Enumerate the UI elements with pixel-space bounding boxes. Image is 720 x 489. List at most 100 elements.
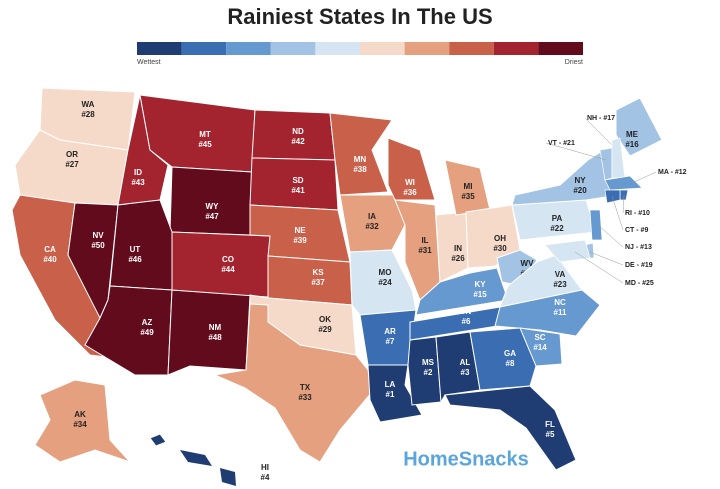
state-abbr: WA (82, 100, 95, 109)
state-abbr: NV (92, 231, 104, 240)
state-rank: #7 (386, 337, 395, 346)
small-state-label: MA - #12 (658, 169, 687, 176)
state (339, 194, 406, 253)
state-abbr: MN (354, 155, 367, 164)
small-state-label: MD - #25 (625, 280, 654, 287)
state-island (180, 450, 212, 466)
state-abbr: IN (454, 244, 462, 253)
leader-line (589, 251, 624, 266)
state-abbr: ID (134, 168, 142, 177)
legend-swatch (315, 42, 360, 55)
state-abbr: UT (130, 245, 141, 254)
state-rank: #38 (353, 165, 367, 174)
state (604, 189, 621, 204)
state (169, 166, 253, 236)
state-abbr: HI (261, 463, 269, 472)
state-rank: #3 (461, 368, 470, 377)
state-abbr: AR (384, 327, 396, 336)
legend-swatch (137, 42, 182, 55)
state (615, 97, 663, 157)
state (469, 327, 537, 391)
small-state-label: VT - #21 (548, 140, 575, 147)
state (34, 379, 131, 463)
state-abbr: MI (464, 182, 473, 191)
state-abbr: PA (552, 214, 563, 223)
state-rank: #14 (533, 343, 547, 352)
legend-swatch (360, 42, 405, 55)
state-abbr: MO (379, 268, 392, 277)
small-state-label: NJ - #13 (625, 244, 652, 251)
state-abbr: CA (44, 245, 56, 254)
legend-swatch (226, 42, 271, 55)
state-rank: #50 (91, 241, 105, 250)
state-rank: #27 (65, 160, 79, 169)
state-abbr: OH (494, 234, 506, 243)
state-abbr: CO (222, 255, 234, 264)
state-abbr: LA (385, 380, 396, 389)
state (149, 433, 167, 447)
state (435, 331, 481, 404)
state-island (220, 468, 236, 486)
state-rank: #34 (73, 420, 87, 429)
state-rank: #36 (403, 188, 417, 197)
state-abbr: ME (626, 130, 639, 139)
leader-line (545, 142, 607, 161)
legend-swatch (493, 42, 539, 55)
state-rank: #47 (205, 212, 219, 221)
small-state-label: CT - #9 (625, 227, 648, 234)
state-rank: #26 (451, 254, 465, 263)
state-rank: #44 (221, 265, 235, 274)
state-rank: #2 (424, 368, 433, 377)
state (435, 211, 469, 283)
state-abbr: TX (300, 383, 311, 392)
leader-line (597, 224, 624, 248)
state-abbr: NE (294, 226, 306, 235)
state-abbr: NC (554, 298, 566, 307)
state-abbr: MS (422, 358, 435, 367)
state-rank: #41 (291, 186, 305, 195)
state-abbr: NY (574, 176, 586, 185)
legend-swatch (404, 42, 450, 55)
state-abbr: IL (421, 236, 428, 245)
state (267, 255, 353, 306)
legend-high-label: Driest (565, 59, 583, 66)
state-abbr: TN (461, 307, 472, 316)
state (109, 199, 173, 291)
state-rank: #24 (378, 278, 392, 287)
state-abbr: GA (504, 349, 516, 358)
state (444, 385, 577, 471)
state-rank: #22 (550, 224, 564, 233)
state-rank: #23 (553, 280, 567, 289)
state-abbr: IA (368, 212, 376, 221)
legend-swatch (181, 42, 227, 55)
legend-swatch (449, 42, 494, 55)
small-state-label: DE - #19 (625, 262, 653, 269)
state-rank: #40 (43, 255, 57, 264)
state-rank: #4 (261, 473, 270, 482)
state-abbr: WV (521, 259, 535, 268)
state-abbr: KY (474, 280, 486, 289)
state-rank: #32 (365, 222, 379, 231)
state (604, 175, 643, 191)
small-state-label: NH - #17 (587, 115, 615, 122)
state-abbr: AK (74, 410, 86, 419)
state (407, 336, 442, 406)
state (387, 137, 436, 201)
state (494, 289, 601, 337)
state-rank: #16 (625, 140, 639, 149)
state-rank: #35 (461, 192, 475, 201)
state-rank: #48 (208, 333, 222, 342)
state (213, 303, 373, 463)
brand: HomeSnacks (403, 448, 529, 470)
state-abbr: VA (555, 270, 566, 279)
state-rank: #1 (386, 390, 395, 399)
state-rank: #11 (554, 308, 567, 317)
state-abbr: FL (545, 420, 555, 429)
state-abbr: OR (66, 150, 78, 159)
state-rank: #5 (546, 430, 555, 439)
small-state-label: RI - #10 (625, 210, 650, 217)
state-abbr: OK (319, 315, 331, 324)
leader-line (584, 117, 613, 146)
state-abbr: MT (199, 130, 211, 139)
state-rank: #33 (298, 393, 312, 402)
